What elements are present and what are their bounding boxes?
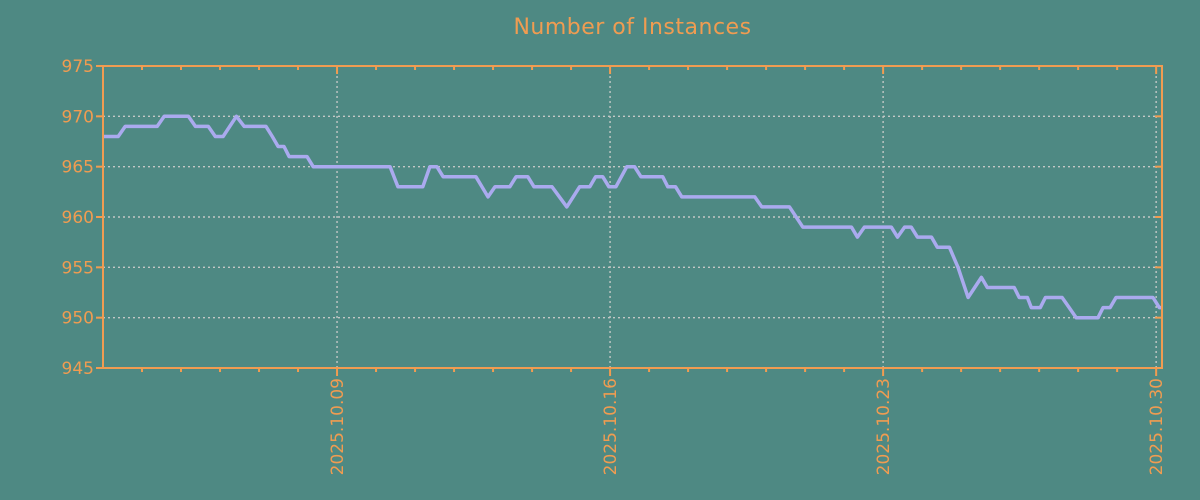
y-tick-label: 945: [62, 359, 94, 379]
x-tick-label: 2025.10.09: [328, 378, 348, 475]
x-tick-label: 2025.10.16: [601, 378, 621, 475]
y-tick-label: 975: [62, 57, 94, 77]
y-tick-label: 970: [62, 107, 94, 127]
x-tick-label: 2025.10.23: [874, 378, 894, 475]
y-tick-label: 960: [62, 208, 94, 228]
chart-title: Number of Instances: [513, 15, 752, 40]
y-tick-label: 965: [62, 158, 94, 178]
y-tick-label: 950: [62, 309, 94, 329]
x-tick-label: 2025.10.30: [1147, 378, 1167, 475]
y-tick-label: 955: [62, 258, 94, 278]
data-line: [103, 114, 1162, 320]
